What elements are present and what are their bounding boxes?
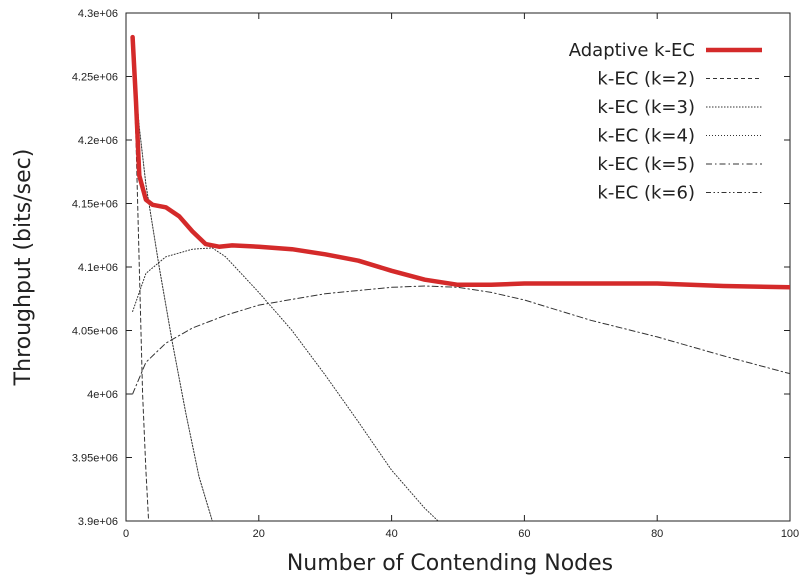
y-tick-label: 3.95e+06 [72, 453, 118, 465]
legend-label: k-EC (k=3) [597, 97, 695, 118]
x-axis-ticks: 0 20 40 60 80 100 [123, 13, 799, 540]
series-line-5 [132, 285, 790, 395]
y-tick-label: 3.9e+06 [78, 516, 118, 528]
legend-label: k-EC (k=2) [597, 69, 695, 90]
legend-label: k-EC (k=4) [597, 126, 695, 147]
y-tick-label: 4e+06 [87, 389, 118, 401]
legend: Adaptive k-EC k-EC (k=2) k-EC (k=3) k-EC (k… [569, 40, 762, 204]
y-tick-label: 4.2e+06 [78, 135, 118, 147]
y-axis-ticks: 3.9e+06 3.95e+06 4e+06 4.05e+06 4.1e+06 4.15e… [72, 8, 790, 528]
y-tick-label: 4.3e+06 [78, 8, 118, 20]
y-tick-label: 4.15e+06 [72, 199, 118, 211]
series-layer [130, 34, 790, 521]
y-tick-label: 4.25e+06 [72, 72, 118, 84]
series-line-1 [130, 34, 790, 290]
legend-label: Adaptive k-EC [569, 40, 695, 61]
x-tick-label: 60 [518, 528, 530, 540]
series-line-3 [132, 50, 213, 521]
x-tick-label: 0 [123, 528, 129, 540]
x-tick-label: 20 [253, 528, 265, 540]
y-tick-label: 4.1e+06 [78, 262, 118, 274]
x-axis-label: Number of Contending Nodes [287, 551, 613, 576]
x-tick-label: 80 [651, 528, 663, 540]
x-tick-label: 100 [781, 528, 799, 540]
legend-label: k-EC (k=6) [597, 183, 695, 204]
y-axis-label: Throughput (bits/sec) [11, 149, 36, 387]
legend-label: k-EC (k=5) [597, 154, 695, 175]
series-line-4 [132, 247, 439, 521]
y-tick-label: 4.05e+06 [72, 326, 118, 338]
x-tick-label: 40 [385, 528, 397, 540]
